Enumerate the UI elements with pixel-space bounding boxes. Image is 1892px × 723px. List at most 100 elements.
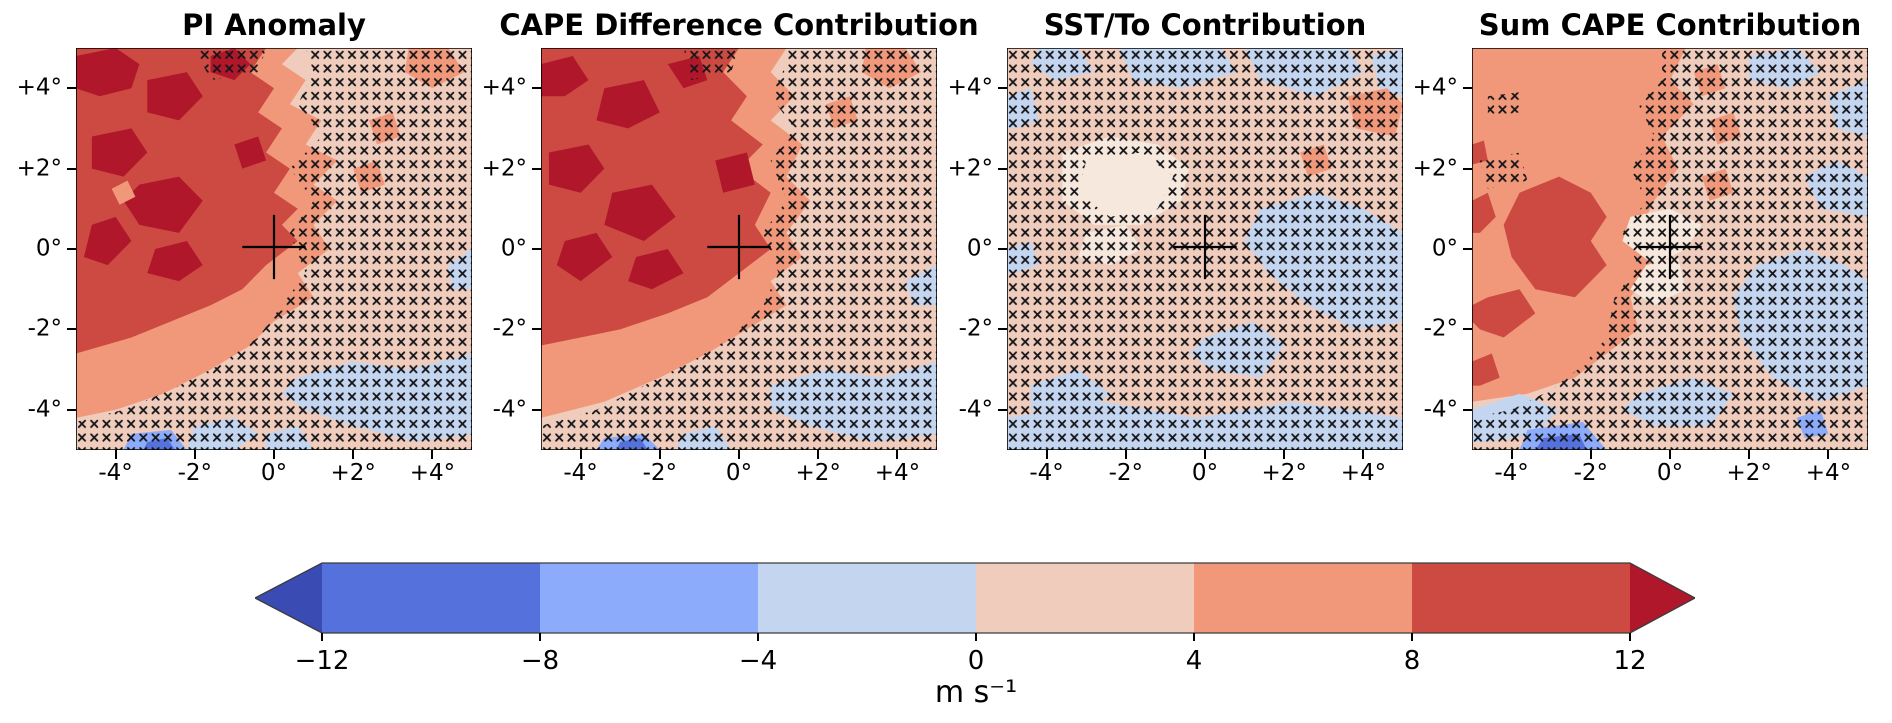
y-tick-mark — [67, 167, 76, 170]
y-tick-mark — [1463, 87, 1472, 90]
colorbar-tick-label: 4 — [1185, 646, 1203, 676]
colorbar-tick-label: 12 — [1613, 646, 1647, 676]
x-tick-label: 0° — [1656, 460, 1684, 486]
y-tick-mark — [1463, 408, 1472, 411]
x-tick-mark — [352, 450, 355, 459]
panel-title: Sum CAPE Contribution — [1478, 8, 1862, 42]
y-tick-label: +2° — [481, 155, 527, 182]
y-tick-label: 0° — [966, 235, 993, 262]
y-tick-label: -2° — [27, 315, 62, 342]
y-tick-label: 0° — [35, 235, 62, 262]
x-tick-label: -2° — [642, 460, 678, 486]
x-tick-label: +4° — [874, 460, 921, 486]
x-tick-mark — [896, 450, 899, 459]
x-tick-label: +4° — [1805, 460, 1852, 486]
x-tick-label: -2° — [1573, 460, 1609, 486]
y-tick-label: +4° — [16, 74, 62, 101]
x-tick-label: 0° — [725, 460, 753, 486]
y-tick-mark — [67, 87, 76, 90]
y-tick-mark — [1463, 167, 1472, 170]
x-tick-label: +2° — [330, 460, 376, 486]
y-tick-mark — [998, 408, 1007, 411]
y-tick-mark — [532, 87, 541, 90]
x-tick-mark — [1589, 450, 1592, 459]
panel-cape-difference-contribution: CAPE Difference Contribution +4° +2° 0° -2°… — [482, 11, 979, 485]
x-tick-mark — [658, 450, 661, 459]
y-tick-label: +4° — [947, 74, 993, 101]
y-tick-mark — [67, 408, 76, 411]
x-tick-label: +4° — [409, 460, 456, 486]
y-tick-mark — [998, 167, 1007, 170]
y-tick-mark — [532, 328, 541, 331]
panel-title: CAPE Difference Contribution — [499, 8, 979, 42]
y-tick-mark — [532, 167, 541, 170]
colorbar-tick-label: 8 — [1403, 646, 1421, 676]
y-tick-mark — [532, 408, 541, 411]
y-tick-label: +2° — [947, 155, 993, 182]
colorbar-tick-label: −8 — [520, 646, 560, 676]
panel-sst-to-contribution: SST/To Contribution +4° +2° 0° -2° -4° -4° -2°… — [948, 11, 1403, 485]
y-tick-mark — [67, 248, 76, 250]
panel-sum-cape-contribution: Sum CAPE Contribution +4° +2° 0° -2° -4° -4° -… — [1413, 11, 1868, 485]
contour-plot — [76, 48, 472, 450]
x-tick-mark — [1124, 450, 1127, 459]
x-tick-mark — [817, 450, 820, 459]
y-tick-label: -2° — [492, 315, 527, 342]
x-tick-mark — [1204, 450, 1206, 459]
y-tick-mark — [1463, 328, 1472, 331]
y-tick-label: -4° — [27, 396, 62, 423]
y-tick-mark — [1463, 248, 1472, 250]
x-tick-label: 0° — [1191, 460, 1219, 486]
x-tick-label: -2° — [1108, 460, 1144, 486]
x-tick-mark — [1362, 450, 1365, 459]
colorbar-tick-label: 0 — [967, 646, 985, 676]
y-tick-label: 0° — [500, 235, 527, 262]
y-tick-label: +2° — [16, 155, 62, 182]
x-tick-label: +2° — [1726, 460, 1772, 486]
x-tick-mark — [1045, 450, 1048, 459]
x-tick-mark — [579, 450, 582, 459]
x-tick-mark — [193, 450, 196, 459]
x-tick-label: +4° — [1340, 460, 1387, 486]
y-tick-mark — [998, 248, 1007, 250]
x-tick-mark — [273, 450, 275, 459]
contour-plot — [541, 48, 937, 450]
x-tick-mark — [1510, 450, 1513, 459]
y-tick-mark — [532, 248, 541, 250]
x-tick-label: +2° — [1261, 460, 1307, 486]
colorbar-tick-label: −12 — [294, 646, 350, 676]
x-tick-label: -4° — [1029, 460, 1064, 486]
y-tick-label: -4° — [1423, 396, 1458, 423]
x-tick-label: -4° — [98, 460, 133, 486]
contour-plot — [1472, 48, 1868, 450]
y-tick-label: -4° — [958, 396, 993, 423]
y-tick-label: -2° — [958, 315, 993, 342]
y-tick-mark — [67, 328, 76, 331]
contour-plot — [1007, 48, 1403, 450]
y-tick-label: +2° — [1412, 155, 1458, 182]
y-tick-label: -2° — [1423, 315, 1458, 342]
x-tick-label: -4° — [1494, 460, 1529, 486]
x-tick-mark — [114, 450, 117, 459]
colorbar — [255, 562, 1695, 641]
x-tick-mark — [1748, 450, 1751, 459]
y-tick-label: +4° — [1412, 74, 1458, 101]
panel-pi-anomaly: PI Anomaly +4° +2° 0° -2° -4° -4° -2° 0° +2° +4° — [17, 11, 472, 485]
x-tick-mark — [1669, 450, 1671, 459]
y-tick-label: 0° — [1431, 235, 1458, 262]
x-tick-mark — [1827, 450, 1830, 459]
colorbar-tick-label: −4 — [738, 646, 778, 676]
panel-title: PI Anomaly — [182, 8, 366, 42]
y-tick-mark — [998, 87, 1007, 90]
x-tick-label: -2° — [177, 460, 213, 486]
y-tick-mark — [998, 328, 1007, 331]
x-tick-label: +2° — [795, 460, 841, 486]
y-tick-label: +4° — [481, 74, 527, 101]
x-tick-mark — [1283, 450, 1286, 459]
x-tick-mark — [738, 450, 740, 459]
colorbar-unit-label: m s⁻¹ — [934, 675, 1018, 710]
x-tick-label: -4° — [563, 460, 598, 486]
panel-title: SST/To Contribution — [1043, 8, 1367, 42]
x-tick-label: 0° — [260, 460, 288, 486]
